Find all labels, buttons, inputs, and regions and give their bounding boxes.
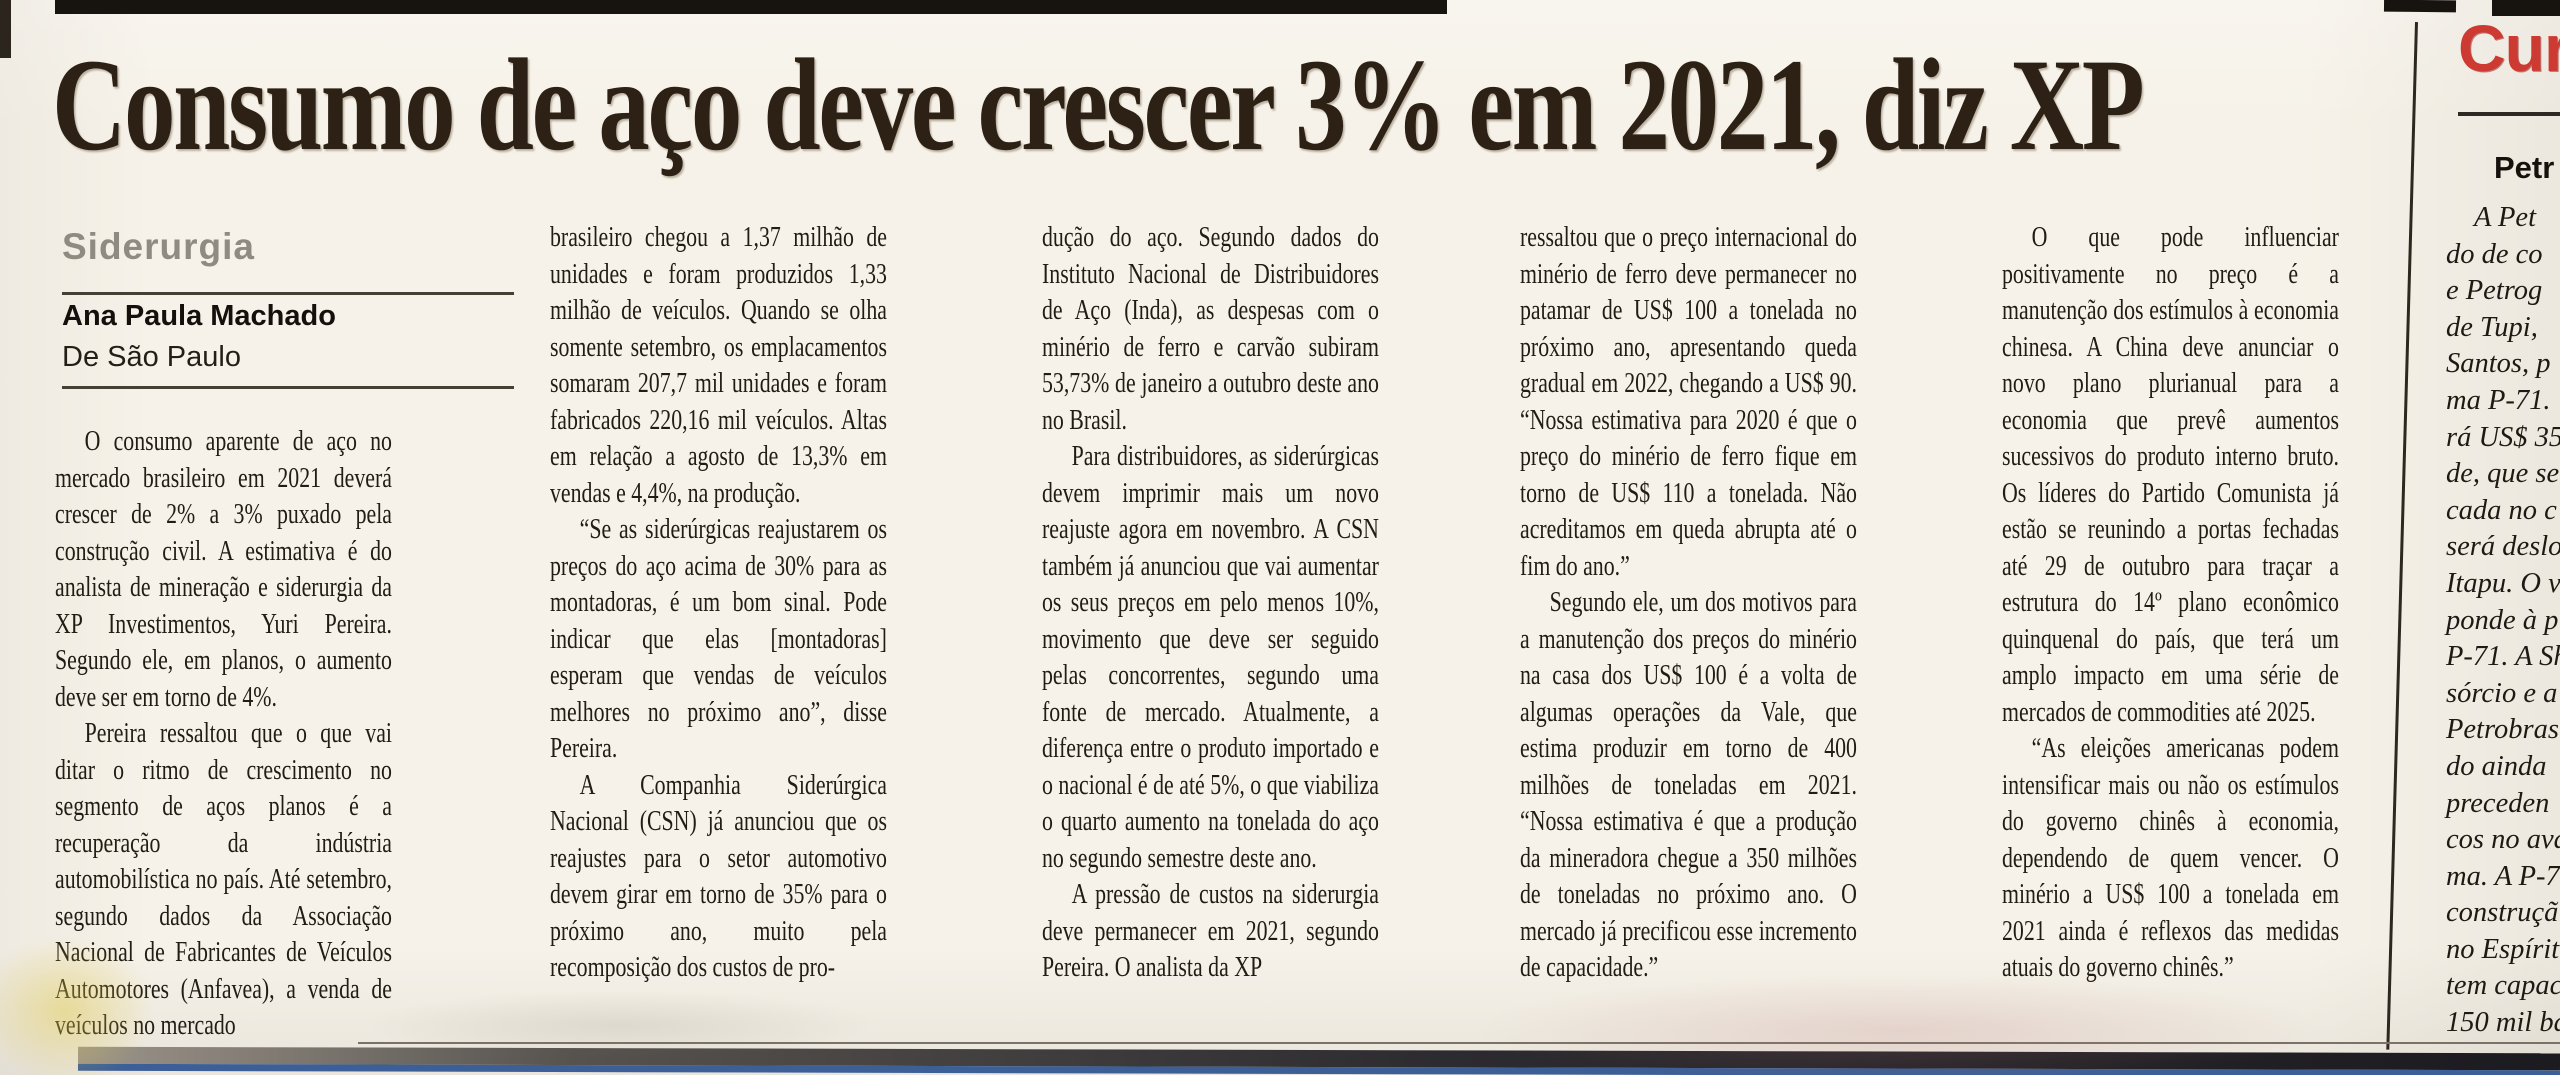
article-paragraph: O consumo aparente de aço no mercado bra… xyxy=(55,426,392,713)
article-paragraph: ressaltou que o preço internacional do m… xyxy=(1520,222,1857,582)
headline: Consumo de aço deve crescer 3% em 2021, … xyxy=(52,31,2560,178)
sidebar-text-line: tem capaci xyxy=(2446,970,2560,1002)
sidebar-text-line: Santos, p xyxy=(2446,348,2551,380)
article-paragraph: dução do aço. Segundo dados do Instituto… xyxy=(1042,222,1379,436)
article-column-3-text: dução do aço. Segundo dados do Instituto… xyxy=(1042,220,1379,987)
article-column-5: O que pode influenciar positivamente no … xyxy=(2002,220,2434,987)
sidebar-text-line: sórcio e a xyxy=(2446,677,2558,709)
sidebar-text-line: ma P-71. xyxy=(2446,384,2551,416)
sidebar-item-heading: Petr xyxy=(2494,150,2555,185)
sidebar-text-line: 150 mil ba xyxy=(2446,1007,2560,1039)
article-paragraph: brasileiro chegou a 1,37 milhão de unida… xyxy=(550,222,887,509)
sidebar-text-line: ma. A P-71 xyxy=(2446,860,2560,892)
article-paragraph: Pereira ressaltou que o que vai ditar o … xyxy=(55,718,392,1041)
sidebar-body: A Pet do de co e Petrog de Tupi, Santos,… xyxy=(2446,200,2560,1042)
byline-rule-top xyxy=(62,292,514,295)
bottom-page-bar xyxy=(77,1046,2560,1075)
sidebar-text-line: preceden xyxy=(2446,787,2550,819)
article-column-3: dução do aço. Segundo dados do Instituto… xyxy=(1042,220,1474,987)
sidebar-text-line: ponde à p xyxy=(2446,604,2559,636)
article-column-4-text: ressaltou que o preço internacional do m… xyxy=(1520,220,1857,987)
sidebar-text-line: será deslo xyxy=(2446,531,2560,563)
article-paragraph: A pressão de custos na siderurgia deve p… xyxy=(1042,879,1379,983)
sidebar-text-line: de, que se xyxy=(2446,458,2560,490)
sidebar-text-line: cada no c xyxy=(2446,494,2557,526)
article-column-1: O consumo aparente de aço no mercado bra… xyxy=(55,424,487,1045)
sidebar-text-line: de Tupi, xyxy=(2446,311,2538,343)
article-paragraph: A Companhia Siderúrgica Nacional (CSN) j… xyxy=(550,769,887,984)
sidebar-text-line: P-71. A Sh xyxy=(2446,641,2560,673)
sidebar-text-line: e Petrog xyxy=(2446,275,2543,307)
byline-author: Ana Paula Machado xyxy=(62,300,336,332)
sidebar-text-line: rá US$ 35 xyxy=(2446,421,2560,453)
sidebar-section-title: Cur xyxy=(2458,11,2560,85)
article-paragraph: Segundo ele, um dos motivos para a manut… xyxy=(1520,587,1857,983)
article-column-2: brasileiro chegou a 1,37 milhão de unida… xyxy=(550,220,982,987)
sidebar-rule xyxy=(2458,112,2560,116)
article-column-1-text: O consumo aparente de aço no mercado bra… xyxy=(55,424,392,1045)
byline-rule-bottom xyxy=(62,386,514,389)
sidebar-text-line: Itapu. O v xyxy=(2446,567,2560,599)
byline-location: De São Paulo xyxy=(62,341,241,373)
article-paragraph: “As eleições americanas podem intensific… xyxy=(2002,733,2339,983)
sidebar-text-line: do de co xyxy=(2446,238,2543,270)
sidebar-text-line: Petrobras xyxy=(2446,714,2559,746)
section-kicker: Siderurgia xyxy=(62,226,255,267)
scan-corner-mark xyxy=(0,0,11,58)
bottom-hairline-rule xyxy=(358,1042,2560,1044)
sidebar-text-line: cos no ava xyxy=(2446,824,2560,856)
page-edge-bar-right-a xyxy=(2383,0,2457,13)
headline-text: Consumo de aço deve crescer 3% em 2021, … xyxy=(52,31,2145,178)
article-paragraph: Para distribuidores, as siderúrgicas dev… xyxy=(1042,441,1379,874)
article-column-4: ressaltou que o preço internacional do m… xyxy=(1520,220,1952,987)
sidebar-text-line: do ainda xyxy=(2446,750,2547,782)
sidebar-text-line: no Espírito xyxy=(2446,933,2560,965)
article-column-2-text: brasileiro chegou a 1,37 milhão de unida… xyxy=(550,220,887,987)
page-edge-bar-right-b xyxy=(2492,0,2560,16)
article-paragraph: “Se as siderúrgicas reajustarem os preço… xyxy=(550,514,887,764)
sidebar-text-line: construçã xyxy=(2446,897,2559,929)
article-column-5-text: O que pode influenciar positivamente no … xyxy=(2002,220,2339,987)
article-paragraph: O que pode influenciar positivamente no … xyxy=(2002,222,2339,728)
page-edge-bar-left xyxy=(55,0,1447,14)
sidebar-text-line: A Pet xyxy=(2474,202,2536,233)
